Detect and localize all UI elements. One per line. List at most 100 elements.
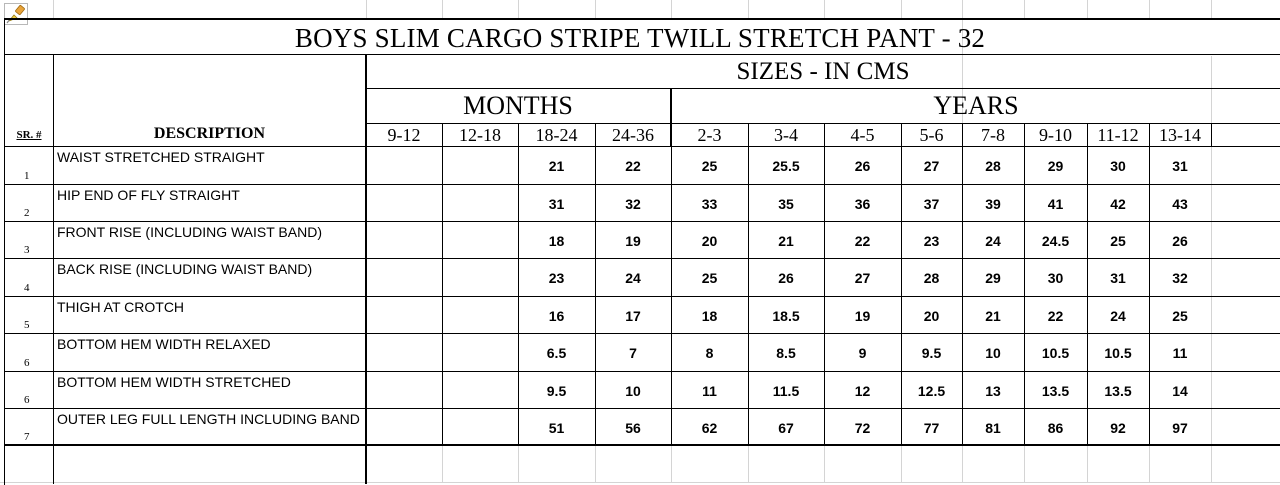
measurement-cell[interactable]: 11 xyxy=(702,383,717,399)
measurement-cell[interactable]: 8.5 xyxy=(776,345,796,361)
measurement-cell[interactable]: 31 xyxy=(1110,270,1126,286)
measurement-cell[interactable]: 67 xyxy=(778,420,794,436)
measurement-cell[interactable] xyxy=(366,381,442,406)
measurement-cell[interactable]: 26 xyxy=(854,158,871,174)
measurement-cell[interactable]: 13.5 xyxy=(1104,383,1132,399)
measurement-cell[interactable]: 62 xyxy=(701,420,718,436)
measurement-cell[interactable]: 10.5 xyxy=(1104,345,1132,361)
measurement-cell[interactable]: 29 xyxy=(985,270,1001,286)
measurement-cell[interactable]: 11 xyxy=(1172,345,1188,361)
measurement-cell[interactable]: 11.5 xyxy=(772,383,800,399)
measurement-cell[interactable]: 6.5 xyxy=(546,345,567,361)
measurement-cell[interactable]: 77 xyxy=(923,420,940,436)
measurement-cell[interactable]: 24 xyxy=(1110,308,1126,324)
measurement-cell[interactable]: 42 xyxy=(1110,196,1126,212)
measurement-cell[interactable]: 12.5 xyxy=(917,383,946,399)
measurement-cell[interactable]: 21 xyxy=(985,308,1001,324)
measurement-cell[interactable]: 18.5 xyxy=(772,308,800,324)
measurement-cell[interactable]: 19 xyxy=(854,308,871,324)
measurement-cell[interactable]: 21 xyxy=(548,158,565,174)
measurement-cell[interactable]: 43 xyxy=(1172,196,1188,212)
grid-vline xyxy=(824,446,825,482)
measurement-cell[interactable]: 25 xyxy=(701,158,718,174)
measurement-cell[interactable]: 24 xyxy=(625,270,641,286)
measurement-cell[interactable]: 26 xyxy=(778,270,794,286)
measurement-cell[interactable]: 97 xyxy=(1172,420,1188,436)
measurement-cell[interactable] xyxy=(366,306,442,331)
measurement-cell[interactable] xyxy=(442,231,518,256)
measurement-cell[interactable]: 30 xyxy=(1110,158,1126,174)
measurement-cell[interactable]: 9 xyxy=(858,345,867,361)
measurement-cell[interactable]: 22 xyxy=(854,233,871,249)
measurement-cell[interactable]: 12 xyxy=(854,383,871,399)
measurement-cell[interactable]: 23 xyxy=(548,270,565,286)
measurement-cell[interactable]: 56 xyxy=(625,420,641,436)
measurement-cell[interactable]: 14 xyxy=(1172,383,1188,399)
measurement-cell[interactable] xyxy=(442,156,518,182)
measurement-cell[interactable] xyxy=(442,194,518,219)
measurement-cell[interactable]: 24.5 xyxy=(1041,233,1070,249)
measurement-cell[interactable]: 35 xyxy=(778,196,794,212)
measurement-cell[interactable]: 31 xyxy=(548,196,565,212)
measurement-cell[interactable]: 17 xyxy=(625,308,641,324)
measurement-cell[interactable] xyxy=(442,343,518,369)
measurement-cell[interactable]: 25 xyxy=(1110,233,1126,249)
measurement-cell[interactable] xyxy=(366,418,442,443)
measurement-cell[interactable] xyxy=(366,231,442,256)
measurement-cell[interactable]: 8 xyxy=(705,345,714,361)
measurement-cell[interactable]: 24 xyxy=(985,233,1001,249)
measurement-cell[interactable]: 20 xyxy=(701,233,718,249)
measurement-cell[interactable]: 10 xyxy=(985,345,1001,361)
measurement-cell[interactable]: 29 xyxy=(1047,158,1064,174)
measurement-cell[interactable]: 41 xyxy=(1047,196,1064,212)
measurement-cell[interactable]: 9.5 xyxy=(921,345,942,361)
measurement-cell[interactable]: 18 xyxy=(548,233,565,249)
size-header: 4-5 xyxy=(850,125,875,145)
measurement-cell[interactable]: 72 xyxy=(854,420,871,436)
measurement-cell[interactable] xyxy=(442,268,518,294)
measurement-cell[interactable]: 9.5 xyxy=(546,383,567,399)
measurement-cell[interactable]: 25.5 xyxy=(772,158,800,174)
measurement-cell[interactable]: 86 xyxy=(1047,420,1064,436)
measurement-cell[interactable]: 10.5 xyxy=(1041,345,1070,361)
measurement-cell[interactable]: 37 xyxy=(923,196,940,212)
measurement-cell[interactable]: 16 xyxy=(548,308,565,324)
measurement-cell[interactable]: 33 xyxy=(701,196,718,212)
measurement-cell[interactable]: 51 xyxy=(548,420,565,436)
measurement-cell[interactable]: 81 xyxy=(985,420,1001,436)
measurement-cell[interactable]: 30 xyxy=(1047,270,1064,286)
grid-vline xyxy=(518,446,519,482)
measurement-cell[interactable]: 22 xyxy=(1047,308,1064,324)
measurement-cell[interactable]: 27 xyxy=(923,158,940,174)
measurement-cell[interactable]: 92 xyxy=(1110,420,1126,436)
measurement-cell[interactable]: 10 xyxy=(625,383,641,399)
measurement-cell[interactable]: 18 xyxy=(701,308,718,324)
measurement-cell[interactable] xyxy=(442,418,518,443)
measurement-cell[interactable]: 39 xyxy=(985,196,1001,212)
measurement-cell[interactable] xyxy=(366,268,442,294)
measurement-cell[interactable]: 27 xyxy=(854,270,871,286)
measurement-cell[interactable]: 25 xyxy=(1172,308,1188,324)
measurement-cell[interactable]: 26 xyxy=(1172,233,1188,249)
col-border xyxy=(1149,124,1150,445)
measurement-cell[interactable]: 25 xyxy=(701,270,718,286)
measurement-cell[interactable]: 32 xyxy=(1172,270,1188,286)
measurement-cell[interactable] xyxy=(442,306,518,331)
measurement-cell[interactable]: 13 xyxy=(985,383,1001,399)
measurement-cell[interactable]: 23 xyxy=(923,233,940,249)
measurement-cell[interactable]: 32 xyxy=(625,196,641,212)
measurement-cell[interactable]: 7 xyxy=(629,345,637,361)
measurement-cell[interactable] xyxy=(366,194,442,219)
measurement-cell[interactable]: 19 xyxy=(625,233,641,249)
measurement-cell[interactable]: 28 xyxy=(985,158,1001,174)
measurement-cell[interactable]: 31 xyxy=(1172,158,1188,174)
measurement-cell[interactable] xyxy=(366,343,442,369)
measurement-cell[interactable] xyxy=(366,156,442,182)
measurement-cell[interactable] xyxy=(442,381,518,406)
measurement-cell[interactable]: 13.5 xyxy=(1041,383,1070,399)
measurement-cell[interactable]: 20 xyxy=(923,308,940,324)
measurement-cell[interactable]: 21 xyxy=(778,233,794,249)
measurement-cell[interactable]: 22 xyxy=(625,158,641,174)
measurement-cell[interactable]: 36 xyxy=(854,196,871,212)
measurement-cell[interactable]: 28 xyxy=(923,270,940,286)
